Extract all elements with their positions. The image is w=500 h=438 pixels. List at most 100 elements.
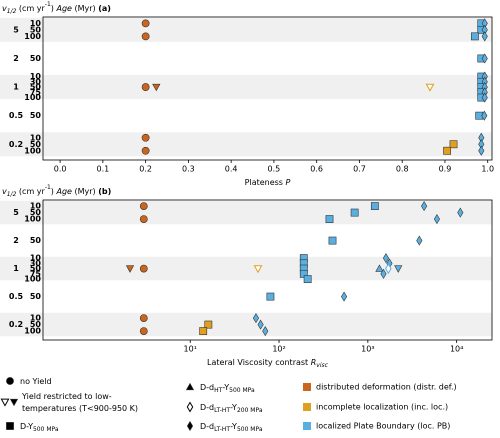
x-axis-label: Plateness P (245, 178, 291, 187)
legend-label: incomplete localization (inc. loc.) (316, 403, 448, 412)
age-label: 100 (24, 275, 41, 284)
point (253, 265, 263, 274)
age-label: 50 (30, 25, 42, 34)
text-part: -Y (230, 422, 237, 431)
text-part: Age (55, 187, 72, 196)
point (481, 110, 488, 121)
x-tick-label: 10³ (361, 345, 374, 354)
group-band (0, 200, 492, 225)
text-part: 500 MPa (229, 387, 255, 394)
plot-frame (42, 16, 493, 161)
point (375, 264, 384, 272)
velocity-label: 1 (13, 83, 19, 92)
velocity-label: 5 (13, 208, 19, 217)
point (350, 208, 359, 217)
text-part: -1 (45, 184, 51, 191)
text-part: LT-HT (214, 407, 230, 414)
text-part: HT (214, 387, 223, 394)
point (139, 215, 148, 223)
legend-marker (6, 377, 14, 385)
x-tick-label: 0.3 (182, 165, 195, 174)
velocity-label: 5 (13, 25, 19, 34)
x-tick-label: 0.6 (310, 165, 323, 174)
legend-swatch (303, 383, 311, 391)
x-tick-label: 0.2 (139, 165, 152, 174)
axis-header: v1/2 (cm yr-1) Age (Myr) (b) (2, 184, 111, 198)
point (370, 202, 379, 210)
velocity-label: 0.5 (9, 111, 24, 120)
legend-label: Yield restricted to low- (21, 392, 112, 401)
point (443, 146, 451, 155)
text-part: D-Y (20, 422, 33, 431)
x-tick-label: 1.0 (481, 165, 494, 174)
group-band (0, 17, 492, 42)
point (139, 314, 148, 322)
legend-label: D-Y500 MPa (20, 422, 59, 434)
plot-frame (42, 199, 493, 341)
point (139, 327, 148, 335)
age-label: 50 (30, 83, 42, 92)
age-label: 50 (30, 111, 42, 120)
point (457, 207, 464, 218)
text-part: (Myr) (72, 4, 98, 13)
text-part: (b) (98, 187, 111, 196)
age-label: 50 (30, 236, 42, 245)
text-part: (Myr) (72, 187, 98, 196)
point (141, 146, 150, 155)
age-label: 100 (24, 327, 41, 336)
legend-label: D-dLT-HT-Y200 MPa (200, 403, 263, 415)
x-tick-label: 0.7 (353, 165, 366, 174)
point (252, 313, 260, 324)
text-part: -Y (230, 403, 237, 412)
point (266, 292, 275, 301)
point (141, 83, 150, 91)
x-tick-label: 10² (272, 345, 285, 354)
group-band (0, 256, 492, 281)
x-tick-label: 0.0 (54, 165, 67, 174)
x-tick-label: 0.4 (225, 165, 238, 174)
text-part: -1 (45, 1, 51, 8)
age-label: 50 (30, 320, 42, 329)
age-label: 100 (24, 215, 41, 224)
text-part: -Y (222, 383, 229, 392)
text-part: no Yield (20, 377, 52, 386)
point (139, 264, 148, 273)
velocity-label: 2 (13, 236, 19, 245)
legend-label: distributed deformation (distr. def.) (316, 383, 457, 392)
text-part: P (286, 178, 291, 187)
point (416, 235, 423, 246)
legend-marker (185, 382, 195, 391)
legend-label: temperatures (T<900-950 K) (22, 404, 138, 413)
x-axis-label: Lateral Viscosity contrast Rvisc (207, 358, 329, 370)
text-part: 500 MPa (33, 426, 59, 433)
point (139, 202, 148, 210)
age-label: 50 (30, 264, 42, 273)
x-tick-label: 0.1 (96, 165, 109, 174)
age-label: 10 (30, 72, 42, 81)
point (125, 265, 135, 273)
group-band (0, 312, 492, 337)
age-label: 10 (30, 202, 42, 211)
age-label: 10 (30, 314, 42, 323)
text-part: Lateral Viscosity contrast (207, 358, 311, 367)
age-label: 10 (30, 254, 42, 263)
point (481, 92, 488, 103)
text-part: (cm yr (16, 187, 45, 196)
legend-marker (9, 398, 19, 407)
point (425, 83, 435, 92)
velocity-label: 2 (13, 54, 19, 63)
age-label: 100 (24, 93, 41, 102)
group-band (0, 75, 492, 100)
legend-swatch (303, 403, 311, 411)
text-part: D-d (200, 383, 214, 392)
point (481, 31, 488, 42)
point (303, 275, 312, 283)
velocity-label: 0.5 (9, 292, 24, 301)
legend-swatch (303, 422, 311, 430)
age-label: 10 (30, 19, 42, 28)
point (341, 291, 348, 302)
point (262, 326, 269, 337)
text-part: LT-HT (214, 426, 230, 433)
point (421, 201, 428, 212)
